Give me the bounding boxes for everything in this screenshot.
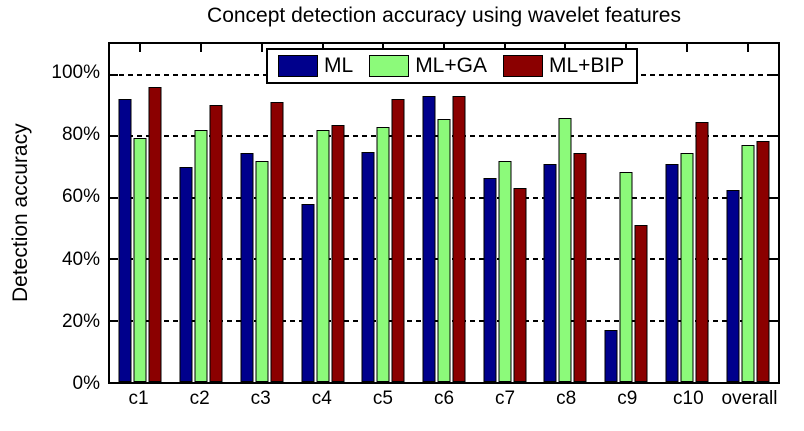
bar-group-c4	[301, 44, 345, 382]
legend-swatch-ML	[278, 55, 318, 77]
y-tick-right	[770, 73, 778, 76]
bar-ML+GA-c3	[255, 160, 269, 382]
x-tick-label-c10: c10	[673, 388, 704, 409]
legend: ML ML+GA ML+BIP	[266, 48, 639, 84]
bar-ML+GA-c5	[376, 126, 390, 382]
y-tick-left	[110, 135, 118, 138]
bar-group-c5	[361, 44, 405, 382]
bar-ML+GA-c1	[133, 137, 147, 382]
bar-ML-c9	[604, 329, 618, 382]
x-tick-label-overall: overall	[721, 388, 778, 409]
bar-ML+GA-c6	[437, 119, 451, 382]
y-tick-label-100%: 100%	[51, 62, 100, 84]
bar-ML+GA-overall	[741, 145, 755, 382]
bar-ML+GA-c2	[194, 130, 208, 382]
legend-swatch-ML+GA	[369, 55, 410, 77]
x-tick-top	[685, 44, 688, 52]
bar-ML+BIP-c7	[513, 188, 527, 382]
bar-ML-c5	[361, 151, 375, 382]
bar-ML+BIP-c10	[695, 122, 709, 382]
bar-ML+GA-c8	[558, 117, 572, 382]
bar-group-c9	[604, 44, 648, 382]
bar-ML-c2	[179, 166, 193, 382]
plot-area	[108, 42, 780, 384]
bar-ML-c7	[483, 177, 497, 382]
bar-ML-c8	[543, 163, 557, 382]
y-axis-tick-labels: 0% 20% 40% 60% 80% 100%	[38, 0, 100, 431]
y-tick-right	[770, 196, 778, 199]
x-tick-label-c7: c7	[495, 388, 516, 409]
bar-ML-c10	[665, 163, 679, 382]
x-tick-label-c6: c6	[433, 388, 455, 409]
y-tick-left	[110, 196, 118, 199]
bar-ML+BIP-c2	[209, 105, 223, 382]
x-tick-top	[139, 44, 142, 52]
bar-group-c8	[543, 44, 587, 382]
x-tick-label-c4: c4	[311, 388, 332, 409]
bar-ML-c4	[301, 203, 315, 382]
bar-ML+GA-c7	[498, 160, 512, 382]
bar-ML-c6	[422, 96, 436, 382]
x-tick-top	[260, 44, 263, 52]
y-tick-label-40%: 40%	[61, 248, 100, 270]
legend-entry-ML: ML	[278, 54, 369, 78]
bar-group-overall	[726, 44, 770, 382]
bar-group-c7	[483, 44, 527, 382]
legend-label-ML+GA: ML+GA	[415, 54, 487, 77]
bar-ML+BIP-c5	[391, 99, 405, 382]
bar-ML+BIP-c8	[573, 153, 587, 382]
y-tick-right	[770, 319, 778, 322]
y-tick-left	[110, 319, 118, 322]
x-tick-label-c1: c1	[128, 388, 149, 409]
bar-ML-c1	[118, 99, 132, 382]
y-tick-right	[770, 258, 778, 261]
bar-group-c10	[665, 44, 709, 382]
y-tick-label-80%: 80%	[61, 124, 100, 146]
bar-ML+BIP-c6	[452, 96, 466, 382]
y-tick-left	[110, 258, 118, 261]
bar-ML+GA-c9	[619, 171, 633, 382]
bar-group-c1	[118, 44, 162, 382]
legend-entry-ML+GA: ML+GA	[369, 54, 503, 78]
y-tick-left	[110, 73, 118, 76]
bar-ML+BIP-c4	[331, 125, 345, 382]
legend-label-ML+BIP: ML+BIP	[548, 54, 625, 77]
x-tick-top	[746, 44, 749, 52]
bar-ML+GA-c4	[316, 130, 330, 382]
bar-group-c2	[179, 44, 223, 382]
x-tick-top	[200, 44, 203, 52]
bar-ML+BIP-c9	[634, 225, 648, 382]
y-tick-label-0%: 0%	[72, 373, 100, 394]
bar-group-c3	[240, 44, 284, 382]
x-tick-label-c3: c3	[250, 388, 271, 409]
bar-ML+BIP-c1	[148, 87, 162, 382]
y-tick-label-20%: 20%	[61, 310, 100, 332]
legend-label-ML: ML	[324, 54, 354, 77]
bar-ML+BIP-overall	[756, 140, 770, 382]
legend-entry-ML+BIP: ML+BIP	[502, 54, 626, 78]
x-tick-label-c9: c9	[617, 388, 638, 409]
y-tick-right	[770, 135, 778, 138]
x-axis-tick-labels: c1 c2 c3 c4 c5 c6 c7 c8 c9 c10 overall	[108, 388, 780, 414]
x-tick-label-c5: c5	[372, 388, 393, 409]
chart-title: Concept detection accuracy using wavelet…	[207, 4, 681, 27]
x-tick-label-c2: c2	[189, 388, 210, 409]
legend-swatch-ML+BIP	[502, 55, 543, 77]
bar-ML+BIP-c3	[270, 102, 284, 382]
bar-ML-c3	[240, 153, 254, 382]
y-tick-label-60%: 60%	[61, 186, 100, 208]
x-tick-label-c8: c8	[556, 388, 577, 409]
bar-group-c6	[422, 44, 466, 382]
bar-ML-overall	[726, 189, 740, 382]
y-axis-label: Detection accuracy	[9, 123, 32, 303]
bar-ML+GA-c10	[680, 153, 694, 382]
